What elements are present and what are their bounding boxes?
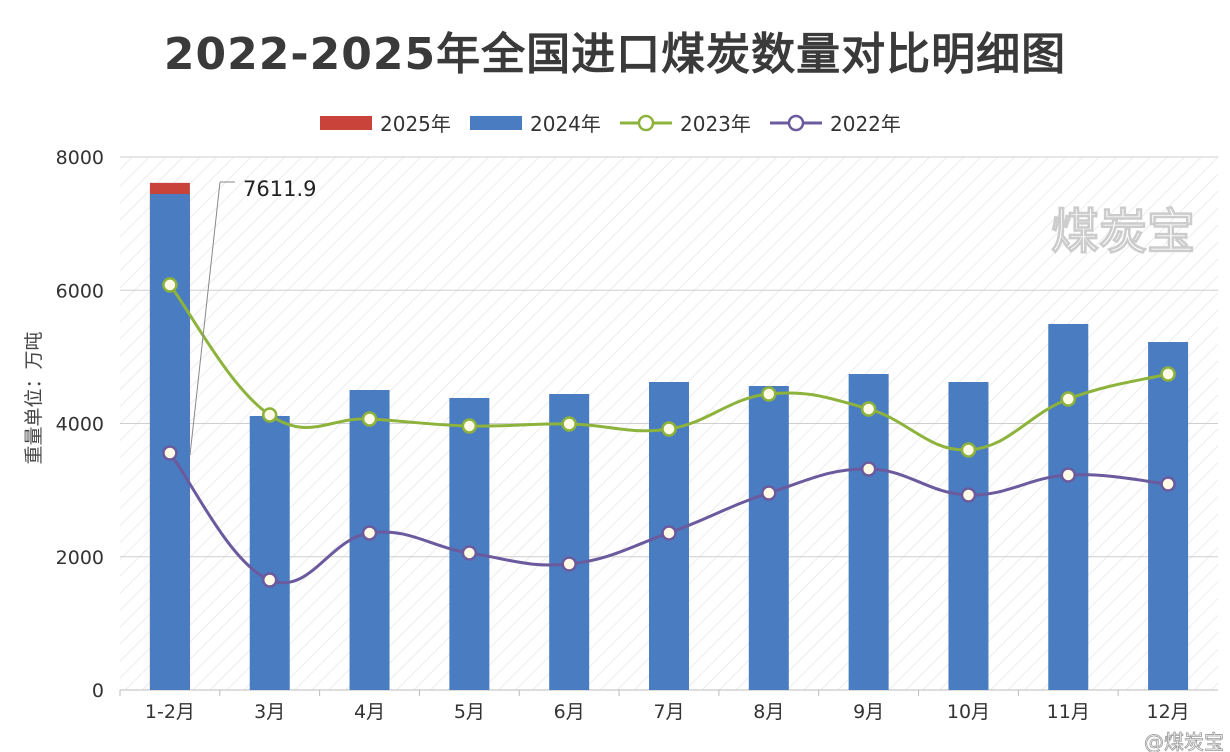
y-tick-label: 0 bbox=[92, 680, 104, 702]
legend-swatch bbox=[320, 116, 372, 130]
bar-2024年 bbox=[848, 373, 889, 690]
point-2023年 bbox=[561, 416, 577, 432]
point-2022年 bbox=[960, 487, 977, 503]
point-2023年 bbox=[361, 411, 378, 427]
credit-watermark: @煤炭宝 bbox=[1144, 730, 1224, 752]
legend-swatch bbox=[470, 116, 522, 130]
x-tick-label: 1-2月 bbox=[145, 701, 195, 723]
y-tick-label: 4000 bbox=[56, 414, 104, 436]
point-2023年 bbox=[261, 407, 278, 423]
legend-label: 2023年 bbox=[680, 112, 751, 136]
legend-label: 2024年 bbox=[530, 112, 601, 136]
point-2022年 bbox=[761, 485, 777, 501]
x-tick-label: 8月 bbox=[753, 701, 784, 723]
legend-label: 2025年 bbox=[380, 112, 451, 136]
x-tick-label: 11月 bbox=[1047, 701, 1090, 723]
y-tick-label: 2000 bbox=[56, 547, 104, 569]
point-2022年 bbox=[561, 556, 577, 572]
point-2022年 bbox=[261, 572, 278, 588]
watermark: 煤炭宝 bbox=[1051, 204, 1195, 260]
annotation-label: 7611.9 bbox=[243, 177, 316, 201]
bar-2024年 bbox=[449, 397, 490, 690]
chart-title: 2022-2025年全国进口煤炭数量对比明细图 bbox=[163, 29, 1067, 80]
line-2022年 bbox=[168, 452, 1169, 585]
x-tick-label: 10月 bbox=[947, 701, 990, 723]
x-tick-label: 4月 bbox=[354, 701, 385, 723]
point-2022年 bbox=[1160, 476, 1176, 492]
legend-label: 2022年 bbox=[830, 112, 901, 136]
annotation-leader bbox=[189, 181, 221, 456]
bar-2024年 bbox=[948, 381, 989, 690]
x-tick-label: 12月 bbox=[1146, 701, 1189, 723]
bar-2024年 bbox=[549, 393, 590, 690]
point-2022年 bbox=[661, 525, 677, 541]
point-2023年 bbox=[162, 277, 178, 293]
point-2022年 bbox=[1060, 467, 1077, 483]
bar-2024年 bbox=[748, 385, 789, 690]
point-2022年 bbox=[461, 545, 478, 561]
point-2023年 bbox=[1160, 366, 1176, 382]
point-2023年 bbox=[960, 442, 977, 458]
x-tick-label: 5月 bbox=[454, 701, 485, 723]
bar-2024年 bbox=[1048, 323, 1089, 690]
bar-2024年 bbox=[1148, 342, 1189, 690]
point-2022年 bbox=[162, 445, 178, 461]
point-2023年 bbox=[461, 418, 478, 434]
y-tick-label: 6000 bbox=[56, 280, 104, 302]
point-2023年 bbox=[860, 401, 877, 417]
y-tick-label: 8000 bbox=[56, 147, 104, 169]
y-axis-label: 重量单位：万吨 bbox=[23, 331, 45, 464]
bar-2024年 bbox=[149, 193, 190, 690]
x-tick-label: 6月 bbox=[554, 701, 585, 723]
point-2022年 bbox=[361, 525, 378, 541]
x-tick-label: 3月 bbox=[254, 701, 285, 723]
point-2023年 bbox=[761, 386, 777, 402]
point-2023年 bbox=[661, 421, 677, 437]
legend-marker bbox=[787, 114, 805, 132]
x-tick-label: 9月 bbox=[853, 701, 884, 723]
x-tick-label: 7月 bbox=[653, 701, 684, 723]
bar-2024年 bbox=[249, 415, 290, 690]
point-2022年 bbox=[860, 461, 877, 477]
point-2023年 bbox=[1060, 391, 1077, 407]
legend-marker bbox=[637, 114, 655, 132]
